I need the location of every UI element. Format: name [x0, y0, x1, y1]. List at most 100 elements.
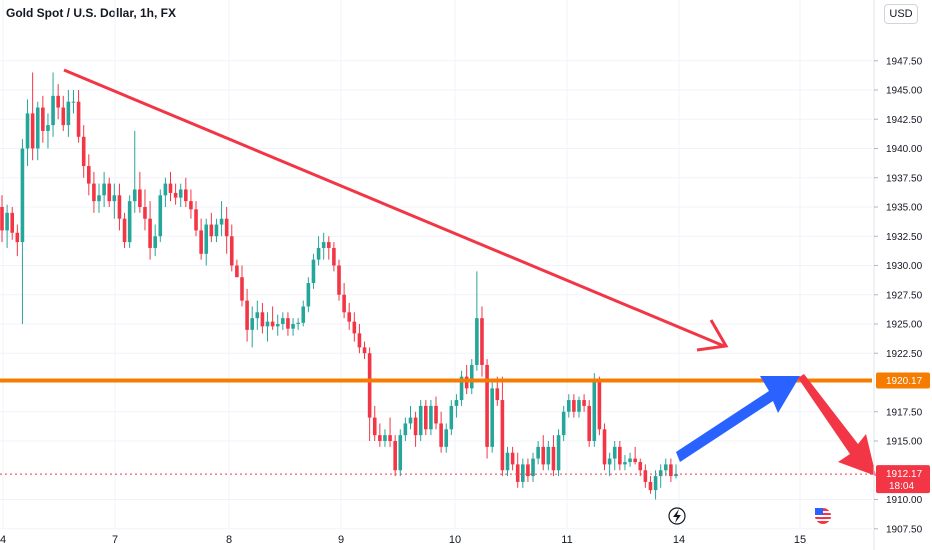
candle: [214, 218, 219, 243]
candle-body: [352, 321, 357, 334]
y-tick-label: 1917.50: [886, 407, 923, 418]
candle-body: [372, 417, 377, 436]
candle-body: [413, 417, 418, 436]
candle-body: [388, 435, 392, 441]
candle: [653, 470, 658, 500]
candle-body: [521, 464, 525, 482]
trend-arrowhead: [696, 319, 729, 352]
candle-body: [403, 423, 408, 436]
candle: [587, 400, 591, 447]
candle-body: [531, 458, 535, 477]
candle-body: [449, 405, 454, 430]
candle: [148, 201, 152, 260]
candle-body: [648, 481, 653, 491]
candle-body: [628, 458, 632, 463]
candle: [199, 218, 203, 260]
candle: [240, 265, 244, 307]
candle: [35, 101, 40, 161]
candle-body: [347, 312, 352, 322]
candle: [556, 429, 561, 477]
candle-body: [71, 101, 76, 103]
candle-body: [92, 183, 96, 202]
lightning-icon: [668, 507, 686, 525]
candle: [669, 458, 673, 482]
candle-body: [316, 247, 321, 260]
countdown-label: 18:04: [889, 481, 914, 492]
candle-body: [556, 435, 561, 471]
candle-body: [561, 411, 566, 436]
candle: [480, 306, 484, 377]
candle: [485, 359, 489, 459]
candle: [51, 72, 55, 137]
candle-body: [393, 441, 397, 471]
candle: [194, 201, 198, 237]
candle: [117, 183, 122, 231]
candle-body: [291, 324, 295, 329]
candle: [612, 441, 617, 471]
candle-body: [607, 458, 612, 465]
candle-body: [245, 300, 249, 330]
candle: [138, 171, 142, 213]
candle-body: [633, 458, 637, 463]
red-down-arrow: [798, 374, 876, 476]
candle: [658, 464, 663, 488]
candle-body: [20, 148, 25, 243]
candle: [71, 90, 76, 114]
candle: [449, 400, 454, 436]
candle-body: [669, 464, 673, 477]
candle-body: [5, 212, 9, 231]
candle-body: [475, 318, 479, 365]
candle-body: [306, 283, 311, 307]
candle: [342, 283, 346, 319]
candle: [500, 376, 505, 477]
candle: [316, 236, 321, 266]
candle: [281, 312, 285, 330]
candle: [383, 429, 387, 447]
candle: [602, 423, 607, 471]
candle-body: [597, 382, 602, 430]
candle-body: [658, 470, 663, 477]
candle-body: [429, 405, 433, 430]
y-tick-label: 1925.00: [886, 320, 923, 331]
candle-body: [424, 405, 428, 430]
candle-body: [480, 318, 484, 365]
candle: [296, 318, 300, 330]
candle-body: [56, 95, 60, 108]
candle-body: [582, 400, 586, 406]
price-badges: 1920.17 1912.17 18:04: [876, 372, 930, 494]
candle-body: [173, 192, 178, 198]
candle: [393, 435, 397, 477]
candle: [526, 458, 530, 482]
candle-body: [623, 462, 627, 465]
candle-body: [61, 107, 66, 126]
candle-body: [321, 242, 326, 248]
candle-body: [255, 312, 260, 319]
y-tick-label: 1937.50: [886, 173, 923, 184]
candle: [521, 458, 525, 488]
currency-button[interactable]: USD: [884, 4, 918, 24]
candle-body: [0, 207, 4, 231]
candle-body: [35, 107, 40, 149]
candle: [643, 464, 648, 488]
current-price-badge: [876, 465, 930, 494]
candle: [663, 458, 668, 477]
candle-body: [15, 232, 20, 243]
event-icons: [668, 507, 831, 525]
candle: [61, 95, 66, 131]
candle-body: [408, 417, 413, 424]
candle-body: [184, 189, 188, 202]
y-tick-label: 1947.50: [886, 56, 923, 67]
candle-body: [127, 201, 132, 243]
x-tick-label: 4: [0, 534, 6, 546]
candle: [582, 394, 586, 412]
candle: [250, 306, 254, 348]
candle: [674, 464, 678, 479]
x-tick-label: 8: [226, 534, 232, 546]
candle: [260, 302, 265, 334]
candle: [505, 446, 510, 477]
candle-body: [66, 101, 71, 126]
drawings-layer: [0, 68, 876, 476]
candle: [311, 253, 316, 289]
candle-body: [270, 321, 275, 327]
